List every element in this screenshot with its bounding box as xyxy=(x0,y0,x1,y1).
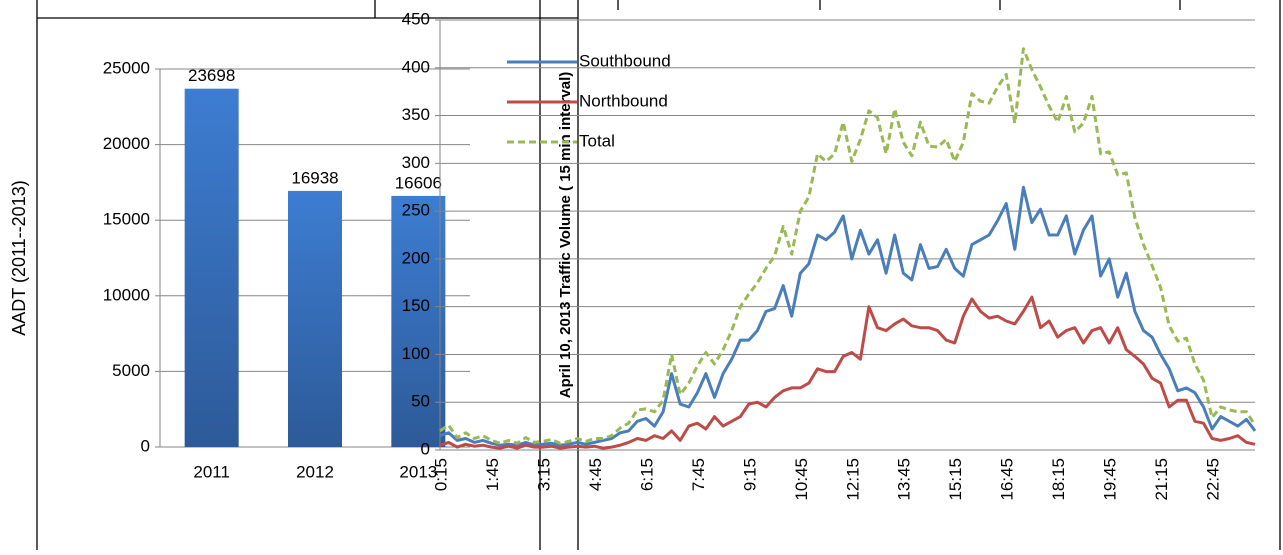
y-tick-label: 0 xyxy=(141,436,150,455)
table-frame xyxy=(36,0,1281,550)
y-tick-label: 250 xyxy=(402,201,430,220)
x-tick-label: 0:15 xyxy=(431,458,450,491)
y-axis-title: April 10, 2013 Traffic Volume ( 15 min i… xyxy=(557,72,574,399)
series-line xyxy=(439,295,1256,450)
x-tick-label: 12:15 xyxy=(843,458,862,501)
y-tick-label: 5000 xyxy=(112,361,150,380)
x-tick-label: 15:15 xyxy=(946,458,965,501)
x-tick-label: 22:45 xyxy=(1204,458,1223,501)
y-tick-label: 10000 xyxy=(103,285,150,304)
y-tick-label: 100 xyxy=(402,344,430,363)
legend-label: Northbound xyxy=(579,91,668,110)
x-tick-label: 1:45 xyxy=(483,458,502,491)
y-tick-label: 20000 xyxy=(103,134,150,153)
bar xyxy=(288,190,342,447)
y-tick-label: 50 xyxy=(411,392,430,411)
x-tick-label: 6:15 xyxy=(637,458,656,491)
y-tick-label: 300 xyxy=(402,153,430,172)
series-line xyxy=(439,185,1257,447)
legend-label: Southbound xyxy=(579,51,671,70)
y-tick-label: 200 xyxy=(402,248,430,267)
legend-label: Total xyxy=(579,131,615,150)
y-tick-label: 25000 xyxy=(103,58,150,77)
x-tick-label: 16:45 xyxy=(998,458,1017,501)
y-tick-label: 150 xyxy=(402,296,430,315)
bar xyxy=(184,88,239,447)
y-tick-label: 400 xyxy=(402,57,430,76)
x-tick-label: 10:45 xyxy=(792,458,811,501)
x-tick-label: 9:15 xyxy=(740,458,759,491)
x-tick-label: 21:15 xyxy=(1152,458,1171,501)
bar xyxy=(391,195,446,447)
series-line xyxy=(439,47,1257,445)
x-tick-label: 3:15 xyxy=(534,458,553,491)
x-tick-label: 4:45 xyxy=(586,458,605,491)
y-tick-label: 0 xyxy=(421,439,430,458)
data-label: 23698 xyxy=(188,66,235,85)
y-tick-label: 15000 xyxy=(103,210,150,229)
y-tick-label: 450 xyxy=(402,9,430,28)
x-tick-label: 13:45 xyxy=(895,458,914,501)
x-tick-label: 2011 xyxy=(193,462,230,481)
x-tick-label: 18:15 xyxy=(1049,458,1068,501)
x-tick-label: 19:45 xyxy=(1101,458,1120,501)
x-tick-label: 2012 xyxy=(296,462,334,481)
data-label: 16938 xyxy=(291,168,338,187)
data-label: 16606 xyxy=(395,173,442,192)
x-tick-label: 2013 xyxy=(399,462,437,481)
y-axis-title: AADT (2011--2013) xyxy=(9,180,29,335)
y-tick-label: 350 xyxy=(402,105,430,124)
x-tick-label: 7:45 xyxy=(689,458,708,491)
